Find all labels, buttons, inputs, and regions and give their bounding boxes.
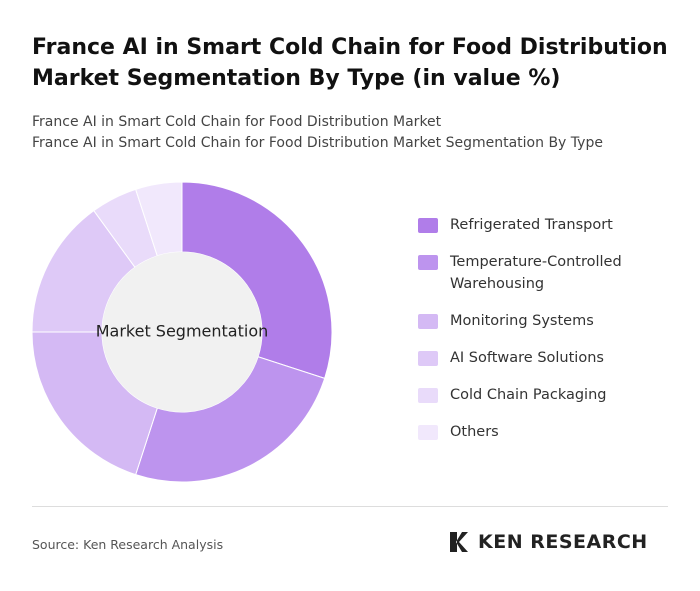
legend-label: AI Software Solutions <box>450 350 604 366</box>
legend-label: Cold Chain Packaging <box>450 387 607 403</box>
legend-swatch <box>418 425 438 440</box>
legend-swatch <box>418 218 438 233</box>
donut-chart: Market Segmentation <box>31 181 333 483</box>
center-label: Market Segmentation <box>96 322 269 341</box>
legend-label: Monitoring Systems <box>450 313 594 329</box>
logo-text: KEN RESEARCH <box>478 531 648 553</box>
legend-swatch <box>418 388 438 403</box>
legend-swatch <box>418 314 438 329</box>
legend-item: Others <box>418 421 678 443</box>
legend-item: Monitoring Systems <box>418 310 678 332</box>
subtitle: France AI in Smart Cold Chain for Food D… <box>32 114 442 130</box>
legend-item: Temperature-Controlled Warehousing <box>418 251 678 295</box>
legend-item: AI Software Solutions <box>418 347 678 369</box>
legend-swatch <box>418 351 438 366</box>
legend-label: Temperature-Controlled Warehousing <box>450 254 622 292</box>
chart-title: France AI in Smart Cold Chain for Food D… <box>32 35 668 91</box>
legend-item: Cold Chain Packaging <box>418 384 678 406</box>
logo: KEN RESEARCH <box>448 530 648 554</box>
legend-label: Refrigerated Transport <box>450 217 613 233</box>
source: Source: Ken Research Analysis <box>32 537 224 552</box>
divider <box>32 506 668 507</box>
legend-item: Refrigerated Transport <box>418 214 678 236</box>
legend-label: Others <box>450 424 499 440</box>
subtitle: France AI in Smart Cold Chain for Food D… <box>32 135 603 151</box>
logo-icon <box>450 532 468 552</box>
legend: Refrigerated Transport Temperature-Contro… <box>418 214 678 458</box>
donut-hole <box>102 252 262 412</box>
legend-swatch <box>418 255 438 270</box>
